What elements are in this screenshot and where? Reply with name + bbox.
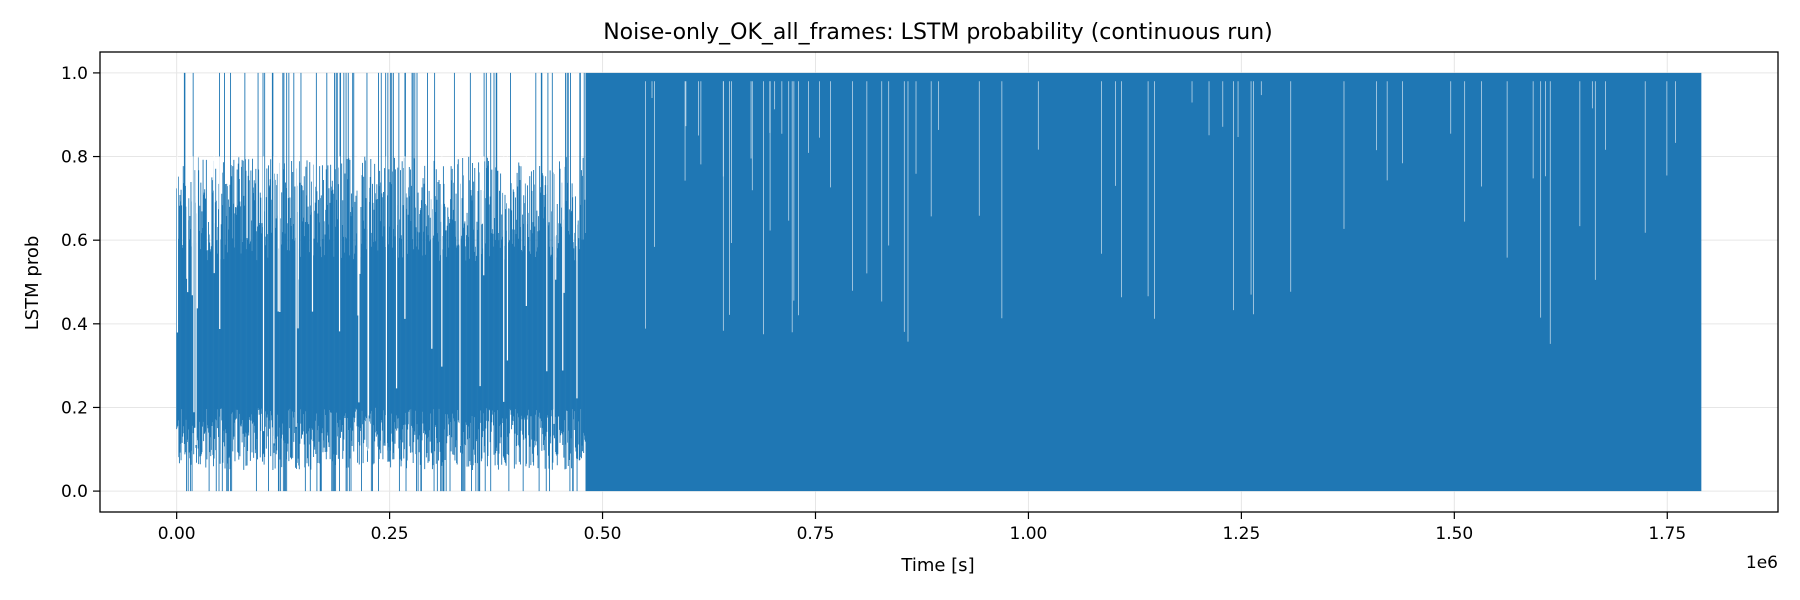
y-tick-label: 1.0 [61, 64, 88, 84]
x-tick-label: 1.25 [1222, 524, 1260, 544]
y-axis-label: LSTM prob [22, 236, 43, 331]
y-tick-label: 0.2 [61, 398, 88, 418]
x-tick-label: 0.25 [371, 524, 409, 544]
axis-layer: 0.00 0.25 0.50 0.75 1.00 1.25 1.50 1.75 0.0 0.2 0.… [61, 64, 1686, 544]
series-sparse-region [176, 72, 586, 492]
series-dense-band [585, 72, 1702, 492]
x-tick-label: 0.00 [158, 524, 196, 544]
y-tick-label: 0.6 [61, 231, 88, 251]
x-axis-label: Time [s] [900, 555, 974, 576]
x-offset-label: 1e6 [1746, 553, 1778, 573]
data-layer [176, 72, 1702, 492]
x-tick-label: 0.75 [797, 524, 835, 544]
x-tick-label: 0.50 [584, 524, 622, 544]
y-tick-label: 0.0 [61, 482, 88, 502]
chart-title: Noise-only_OK_all_frames: LSTM probabili… [603, 20, 1273, 45]
y-tick-label: 0.4 [61, 315, 88, 335]
plot-frame [99, 51, 1779, 513]
series-dense-gaps [645, 81, 1676, 344]
x-tick-label: 1.50 [1435, 524, 1473, 544]
x-tick-label: 1.75 [1648, 524, 1686, 544]
x-tick-label: 1.00 [1010, 524, 1048, 544]
y-tick-label: 0.8 [61, 148, 88, 168]
